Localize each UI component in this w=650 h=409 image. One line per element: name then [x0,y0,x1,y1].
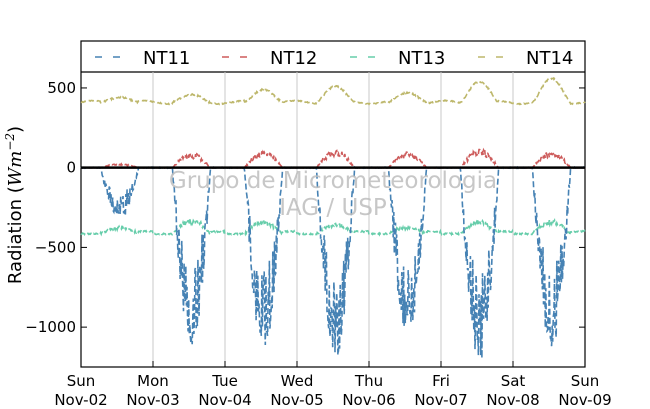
y-tick-label-1: 0 [66,159,76,177]
y-tick-label-0: 500 [47,79,76,97]
y-tick-label-2: −500 [35,238,76,256]
watermark-line-2: IAG / USP [279,195,387,221]
x-tick-label-day-4: Thu [354,372,383,390]
series-line-nt14 [80,76,586,106]
x-grid [152,72,514,367]
x-tick-label-day-6: Sat [501,372,526,390]
x-axis: SunNov-02MonNov-03TueNov-04WedNov-05ThuN… [54,361,612,409]
watermark-line-1: Grupo de Micrometeorologia [169,168,497,194]
legend-label-nt12: NT12 [270,48,317,69]
x-tick-label-day-1: Mon [137,372,169,390]
x-tick-label-date-6: Nov-08 [486,391,539,409]
legend: NT11 NT12 NT13 NT14 [95,48,573,69]
x-tick-label-day-7: Sun [571,372,600,390]
x-tick-label-day-2: Tue [211,372,238,390]
legend-label-nt11: NT11 [143,48,190,69]
legend-label-nt14: NT14 [526,48,573,69]
series-line-nt13 [80,217,586,237]
x-tick-label-date-7: Nov-09 [558,391,611,409]
x-tick-label-day-5: Fri [432,372,450,390]
x-tick-label-day-0: Sun [67,372,96,390]
y-axis: 500 0 −500 −1000 [25,79,585,336]
x-tick-label-date-0: Nov-02 [54,391,107,409]
legend-label-nt13: NT13 [398,48,445,69]
x-tick-label-date-5: Nov-07 [414,391,467,409]
x-tick-label-date-4: Nov-06 [342,391,395,409]
y-axis-label: Radiation (Wm−2) [3,126,26,284]
x-tick-label-day-3: Wed [281,372,314,390]
y-tick-label-3: −1000 [25,318,76,336]
series-line-nt12 [80,147,586,170]
x-tick-label-date-1: Nov-03 [126,391,179,409]
x-tick-label-date-3: Nov-05 [270,391,323,409]
plot-frame [80,40,586,368]
x-tick-label-date-2: Nov-04 [198,391,251,409]
